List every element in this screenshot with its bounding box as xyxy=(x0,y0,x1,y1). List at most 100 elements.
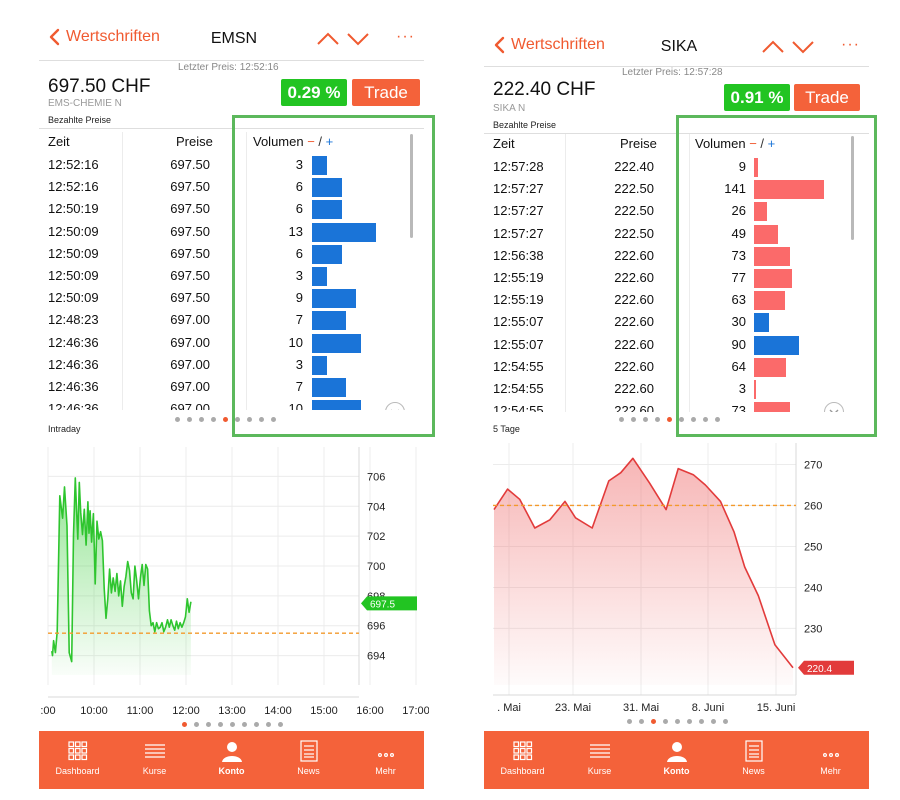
page-dot[interactable] xyxy=(247,417,252,422)
y-tick-label: 694 xyxy=(367,651,385,663)
trade-button[interactable]: Trade xyxy=(794,84,860,111)
table-page-indicator[interactable] xyxy=(619,417,720,422)
trade-price: 697.00 xyxy=(170,334,210,350)
page-dot[interactable] xyxy=(687,719,692,724)
page-dot[interactable] xyxy=(631,417,636,422)
page-dot[interactable] xyxy=(199,417,204,422)
table-row[interactable]: 12:50:09 697.50 9 xyxy=(39,287,429,309)
page-dot[interactable] xyxy=(655,417,660,422)
page-dot[interactable] xyxy=(182,722,187,727)
table-row[interactable]: 12:54:55 222.60 64 xyxy=(484,356,874,378)
table-row[interactable]: 12:46:36 697.00 10 xyxy=(39,332,429,354)
back-button[interactable]: Wertschriften xyxy=(49,28,160,46)
next-security-button[interactable] xyxy=(347,32,369,51)
table-row[interactable]: 12:57:27 222.50 26 xyxy=(484,200,874,222)
table-scrollbar[interactable] xyxy=(410,134,413,238)
page-dot[interactable] xyxy=(715,417,720,422)
tab-news[interactable]: News xyxy=(715,731,792,789)
page-dot[interactable] xyxy=(242,722,247,727)
tab-mehr[interactable]: Mehr xyxy=(792,731,869,789)
next-security-button[interactable] xyxy=(792,40,814,59)
table-row[interactable]: 12:50:09 697.50 3 xyxy=(39,265,429,287)
back-button[interactable]: Wertschriften xyxy=(494,36,605,54)
trade-time: 12:57:27 xyxy=(493,225,544,241)
page-dot[interactable] xyxy=(667,417,672,422)
table-row[interactable]: 12:54:55 222.60 3 xyxy=(484,378,874,400)
page-dot[interactable] xyxy=(639,719,644,724)
table-row[interactable]: 12:46:36 697.00 3 xyxy=(39,354,429,376)
page-dot[interactable] xyxy=(663,719,668,724)
page-dot[interactable] xyxy=(278,722,283,727)
page-dot[interactable] xyxy=(266,722,271,727)
paid-prices-table[interactable]: Zeit Preise Volumen − / +12:52:16 697.50 3 12… xyxy=(39,132,429,410)
page-dot[interactable] xyxy=(194,722,199,727)
page-dot[interactable] xyxy=(643,417,648,422)
table-row[interactable]: 12:56:38 222.60 73 xyxy=(484,245,874,267)
previous-security-button[interactable] xyxy=(762,40,784,59)
zoom-in-volume-button[interactable]: + xyxy=(325,134,334,149)
page-dot[interactable] xyxy=(651,719,656,724)
page-dot[interactable] xyxy=(711,719,716,724)
more-options-button[interactable]: ··· xyxy=(396,28,415,45)
table-row[interactable]: 12:57:28 222.40 9 xyxy=(484,156,874,178)
tab-konto[interactable]: Konto xyxy=(193,731,270,789)
page-dot[interactable] xyxy=(271,417,276,422)
table-row[interactable]: 12:52:16 697.50 6 xyxy=(39,176,429,198)
zoom-in-volume-button[interactable]: + xyxy=(767,136,776,151)
tab-kurse[interactable]: Kurse xyxy=(116,731,193,789)
page-dot[interactable] xyxy=(627,719,632,724)
page-dot[interactable] xyxy=(723,719,728,724)
table-row[interactable]: 12:50:19 697.50 6 xyxy=(39,198,429,220)
tab-konto[interactable]: Konto xyxy=(638,731,715,789)
tab-kurse[interactable]: Kurse xyxy=(561,731,638,789)
tab-dashboard[interactable]: Dashboard xyxy=(39,731,116,789)
table-row[interactable]: 12:46:36 697.00 7 xyxy=(39,376,429,398)
table-row[interactable]: 12:55:19 222.60 77 xyxy=(484,267,874,289)
more-options-button[interactable]: ··· xyxy=(841,36,860,53)
page-dot[interactable] xyxy=(699,719,704,724)
trade-button[interactable]: Trade xyxy=(352,79,420,106)
table-page-indicator[interactable] xyxy=(175,417,276,422)
intraday-chart[interactable]: :00 10:00 11:00 12:00 13:00 14:00 15:00 16:00 17… xyxy=(39,435,429,720)
page-dot[interactable] xyxy=(691,417,696,422)
table-row[interactable]: 12:50:09 697.50 13 xyxy=(39,221,429,243)
trade-time: 12:55:07 xyxy=(493,314,544,330)
tab-mehr[interactable]: Mehr xyxy=(347,731,424,789)
zoom-out-volume-button[interactable]: − xyxy=(749,136,757,151)
page-dot[interactable] xyxy=(206,722,211,727)
page-dot[interactable] xyxy=(619,417,624,422)
page-dot[interactable] xyxy=(187,417,192,422)
page-dot[interactable] xyxy=(230,722,235,727)
page-dot[interactable] xyxy=(211,417,216,422)
page-dot[interactable] xyxy=(259,417,264,422)
chart-page-indicator[interactable] xyxy=(627,719,728,724)
page-dot[interactable] xyxy=(703,417,708,422)
chart-page-indicator[interactable] xyxy=(182,722,283,727)
table-row[interactable]: 12:48:23 697.00 7 xyxy=(39,309,429,331)
tab-dashboard[interactable]: Dashboard xyxy=(484,731,561,789)
volume-bar xyxy=(312,244,342,264)
page-dot[interactable] xyxy=(254,722,259,727)
table-row[interactable]: 12:57:27 222.50 49 xyxy=(484,223,874,245)
table-row[interactable]: 12:55:07 222.60 30 xyxy=(484,311,874,333)
table-row[interactable]: 12:46:36 697.00 10 xyxy=(39,398,429,410)
table-scrollbar[interactable] xyxy=(851,136,854,240)
table-row[interactable]: 12:55:07 222.60 90 xyxy=(484,334,874,356)
table-row[interactable]: 12:55:19 222.60 63 xyxy=(484,289,874,311)
five-day-chart[interactable]: . Mai 23. Mai 31. Mai 8. Juni 15. Juni 230 240… xyxy=(484,435,874,720)
page-dot[interactable] xyxy=(175,417,180,422)
volume-bar xyxy=(312,355,327,375)
table-row[interactable]: 12:50:09 697.50 6 xyxy=(39,243,429,265)
table-row[interactable]: 12:52:16 697.50 3 xyxy=(39,154,429,176)
page-dot[interactable] xyxy=(235,417,240,422)
table-row[interactable]: 12:57:27 222.50 141 xyxy=(484,178,874,200)
previous-security-button[interactable] xyxy=(317,32,339,51)
table-row[interactable]: 12:54:55 222.60 73 xyxy=(484,400,874,412)
zoom-out-volume-button[interactable]: − xyxy=(307,134,315,149)
page-dot[interactable] xyxy=(218,722,223,727)
page-dot[interactable] xyxy=(223,417,228,422)
page-dot[interactable] xyxy=(675,719,680,724)
tab-news[interactable]: News xyxy=(270,731,347,789)
page-dot[interactable] xyxy=(679,417,684,422)
paid-prices-table[interactable]: Zeit Preise Volumen − / +12:57:28 222.40 9 12… xyxy=(484,134,874,412)
